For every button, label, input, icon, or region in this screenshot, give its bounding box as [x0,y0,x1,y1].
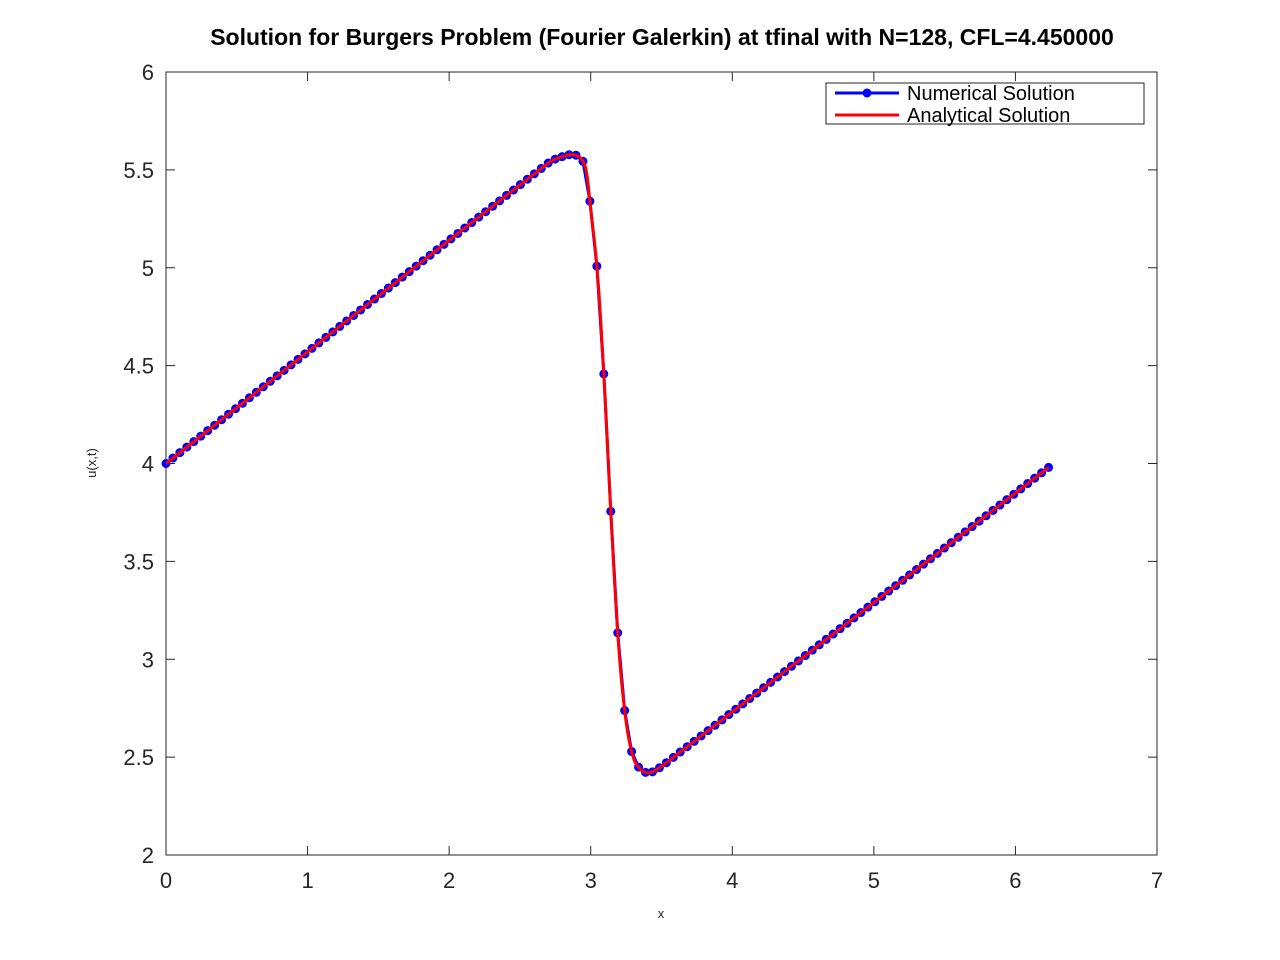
x-tick-label: 1 [301,868,313,893]
y-axis-ticks: 2 2.5 3 3.5 4 4.5 5 5.5 6 [123,60,1157,868]
x-axis-label: x [658,906,665,921]
y-tick-label: 5 [142,256,154,281]
legend-box [825,82,1145,125]
analytical-series-overlay [165,153,1050,775]
y-tick-label: 3 [142,647,154,672]
y-tick-label: 4 [142,452,154,477]
x-tick-label: 6 [1009,868,1021,893]
x-tick-label: 4 [726,868,738,893]
x-axis-ticks: 0 1 2 3 4 5 6 7 [160,72,1163,893]
x-tick-label: 7 [1151,868,1163,893]
y-tick-label: 3.5 [123,549,154,574]
legend: Numerical Solution Analytical Solution [825,82,1145,127]
x-tick-label: 0 [160,868,172,893]
legend-numerical-label: Numerical Solution [907,83,1075,105]
y-tick-label: 2.5 [123,745,154,770]
y-tick-label: 2 [142,843,154,868]
analytical-line [165,153,1050,775]
x-tick-label: 2 [443,868,455,893]
y-tick-label: 6 [142,60,154,85]
y-tick-label: 4.5 [123,354,154,379]
plot-area [165,71,1158,856]
x-tick-label: 3 [585,868,597,893]
chart-title: Solution for Burgers Problem (Fourier Ga… [210,24,1114,50]
y-axis-label: u(x,t) [84,448,99,478]
y-tick-label: 5.5 [123,158,154,183]
x-tick-label: 5 [868,868,880,893]
legend-numerical-marker [862,88,872,98]
legend-analytical-label: Analytical Solution [907,105,1070,127]
